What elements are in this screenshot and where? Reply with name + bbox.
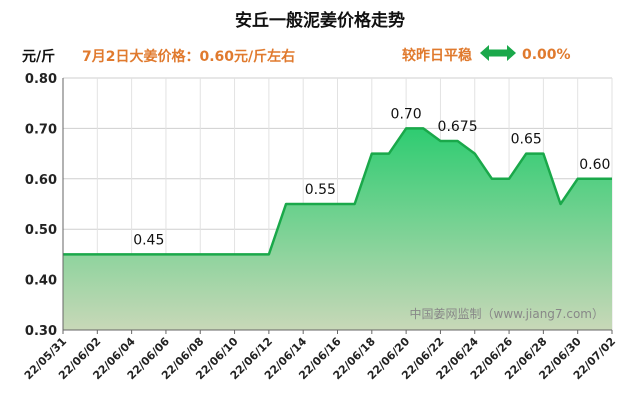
y-tick-label: 0.70 — [25, 122, 57, 137]
double-arrow-icon — [480, 45, 516, 65]
area-fill — [63, 128, 612, 330]
status-value: 0.00% — [522, 47, 571, 63]
y-axis-unit: 元/斤 — [22, 49, 56, 65]
y-tick-label: 0.60 — [25, 173, 57, 188]
status-label: 较昨日平稳 — [402, 48, 472, 64]
double-arrow-shape — [480, 45, 516, 61]
data-label: 0.55 — [305, 182, 336, 198]
y-tick-label: 0.80 — [25, 72, 57, 87]
data-label: 0.675 — [438, 119, 478, 135]
watermark: 中国姜网监制（www.jiang7.com） — [410, 306, 604, 321]
data-label: 0.60 — [579, 157, 610, 173]
data-label: 0.65 — [511, 132, 542, 148]
y-tick-label: 0.40 — [25, 274, 57, 289]
area-layer — [63, 127, 612, 330]
status-indicator: 较昨日平稳 0.00% — [402, 44, 571, 66]
price-note: 7月2日大姜价格：0.60元/斤左右 — [82, 49, 296, 65]
y-tick-label: 0.30 — [25, 324, 57, 339]
y-tick-label: 0.50 — [25, 223, 57, 238]
label-layer: 0.45 0.55 0.70 0.675 0.65 0.60 — [133, 106, 610, 248]
series-line — [63, 127, 612, 256]
data-label: 0.70 — [391, 106, 422, 122]
chart-title: 安丘一般泥姜价格走势 — [235, 11, 405, 31]
data-label: 0.45 — [133, 232, 164, 248]
